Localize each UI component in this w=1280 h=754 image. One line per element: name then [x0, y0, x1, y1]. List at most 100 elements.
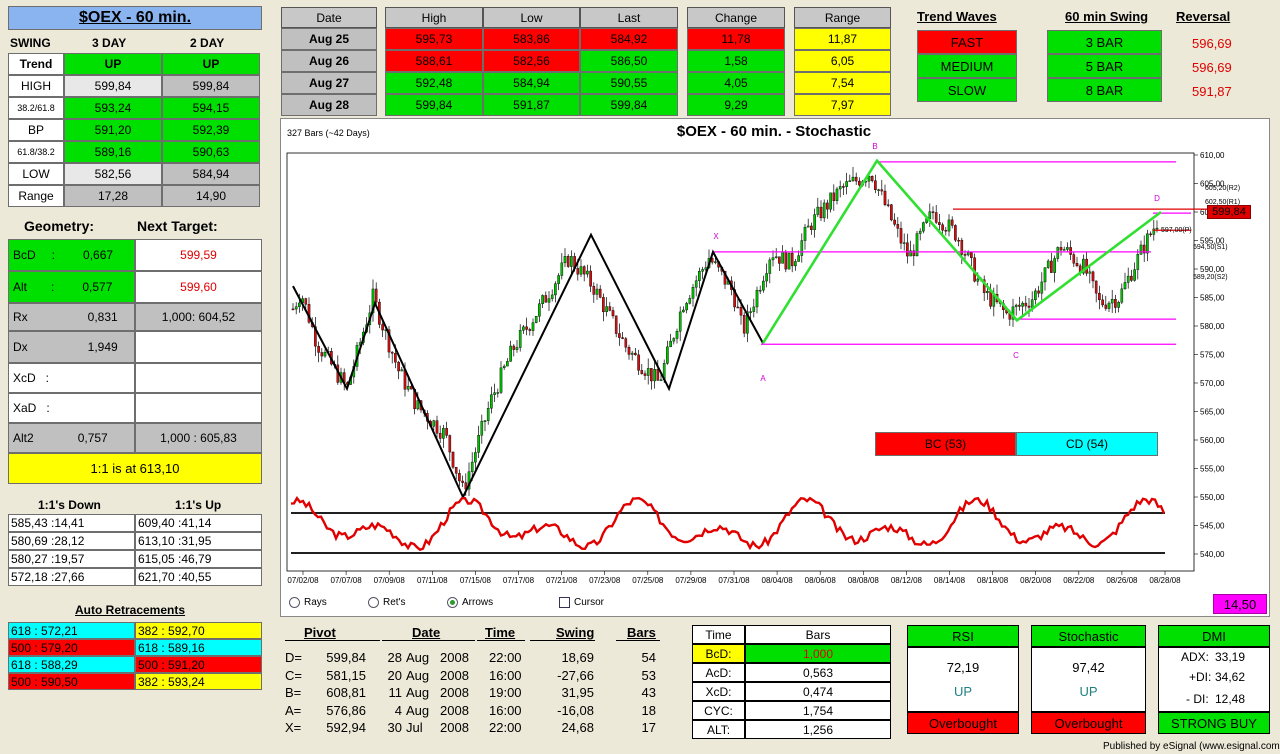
- dmi-pdi-value: 34,62: [1215, 670, 1246, 684]
- candle-down: [317, 345, 320, 353]
- candle-up: [509, 345, 512, 362]
- candle-up: [765, 273, 768, 282]
- ones-up-header: 1:1's Up: [175, 498, 222, 512]
- rsi-value: 72,19: [946, 659, 980, 675]
- daily-high: 588,61: [385, 50, 483, 72]
- ones-up-item: 615,05 :46,79: [135, 550, 262, 568]
- swing-618-3day: 589,16: [64, 141, 162, 163]
- daily-low: 582,56: [483, 50, 580, 72]
- pivot-cell-time: 22:00: [489, 650, 522, 665]
- retracement-item: 382 : 593,24: [135, 673, 262, 690]
- radio-icon: [368, 597, 379, 608]
- x-tick-label: 08/18/08: [977, 576, 1009, 585]
- candle-up: [294, 306, 298, 310]
- trend-wave-slow: SLOW: [917, 78, 1017, 102]
- swing-bp-2day: 592,39: [162, 119, 260, 141]
- candle-up: [1021, 302, 1024, 307]
- option-rays[interactable]: Rays: [289, 597, 327, 608]
- candle-down: [957, 239, 960, 242]
- pivot-date-header: Date: [412, 625, 441, 640]
- daily-change: 9,29: [687, 94, 785, 116]
- time-underline: [477, 640, 525, 641]
- candle-up: [918, 230, 922, 234]
- last-price-tag: 599,84: [1207, 205, 1251, 219]
- candle-up: [416, 400, 420, 410]
- pivot-header: Pivot: [304, 625, 336, 640]
- option-cursor[interactable]: Cursor: [559, 597, 604, 608]
- x-tick-label: 07/31/08: [718, 576, 750, 585]
- swing-row-label: 38.2/61.8: [8, 97, 64, 119]
- candle-down: [1024, 302, 1028, 307]
- dmi-mdi-label: - DI:: [1186, 692, 1209, 706]
- option-rets[interactable]: Ret's: [368, 597, 405, 608]
- candle-up: [570, 256, 573, 267]
- auto-retracements-header: Auto Retracements: [75, 603, 186, 617]
- symbol-title[interactable]: $OEX - 60 min.: [8, 6, 262, 30]
- candle-up: [915, 233, 919, 257]
- pivot-cell-bars: 17: [641, 720, 656, 735]
- ones-up-item: 621,70 :40,55: [135, 568, 262, 586]
- candle-up: [867, 175, 871, 182]
- pivot-cell-year: 2008: [440, 685, 469, 700]
- daily-change: 11,78: [687, 28, 785, 50]
- trend-waves-header: Trend Waves: [917, 9, 997, 24]
- pivot-underline: [285, 640, 380, 641]
- swing60-header: 60 min Swing: [1065, 9, 1149, 24]
- candle-down: [381, 324, 384, 331]
- swing-618-2day: 590,63: [162, 141, 260, 163]
- candle-up: [563, 256, 567, 264]
- x-tick-label: 07/15/08: [460, 576, 492, 585]
- candle-down: [598, 288, 602, 298]
- retracement-item: 500 : 579,20: [8, 639, 135, 656]
- candle-up: [653, 369, 656, 382]
- candle-up: [758, 289, 762, 292]
- candle-down: [931, 211, 935, 213]
- y-tick-label: 590,00: [1200, 265, 1225, 274]
- swing-underline: [530, 640, 595, 641]
- price-chart-panel[interactable]: 327 Bars (~42 Days) $OEX - 60 min. - Sto…: [280, 118, 1270, 617]
- swing-bp-3day: 591,20: [64, 119, 162, 141]
- candle-up: [371, 288, 375, 314]
- pivot-cell-swing: -27,66: [557, 667, 594, 683]
- candle-up: [474, 452, 477, 463]
- geometry-target-alt2: 1,000 : 605,83: [135, 423, 262, 453]
- candle-up: [490, 394, 493, 409]
- candle-up: [851, 176, 855, 181]
- time-row-value: 1,000: [745, 644, 891, 663]
- pivot-cell-bars: 43: [641, 685, 656, 700]
- candle-up: [1056, 247, 1060, 259]
- pivot-cell-label: C=: [285, 667, 302, 683]
- candle-up: [1126, 275, 1130, 283]
- candle-up: [557, 275, 560, 284]
- radio-icon: [289, 597, 300, 608]
- daily-date: Aug 26: [281, 50, 377, 72]
- candle-up: [813, 214, 816, 230]
- candle-up: [586, 270, 589, 275]
- candle-up: [1046, 260, 1050, 268]
- candle-down: [589, 270, 592, 287]
- price-chart-svg[interactable]: 327 Bars (~42 Days) $OEX - 60 min. - Sto…: [281, 119, 1271, 618]
- candle-up: [877, 189, 880, 191]
- dmi-status: STRONG BUY: [1158, 712, 1270, 734]
- candle-down: [291, 308, 295, 311]
- geometry-target-rx: 1,000: 604,52: [135, 303, 262, 331]
- pivot-cell-label: D=: [285, 650, 302, 665]
- candle-up: [506, 361, 509, 367]
- candle-up: [470, 461, 474, 472]
- option-arrows[interactable]: Arrows: [447, 597, 493, 608]
- daily-change: 1,58: [687, 50, 785, 72]
- swing-label: SWING: [10, 36, 51, 50]
- geometry-row-rx: Rx 0,831: [8, 303, 135, 331]
- reversal-value: 596,69: [1192, 60, 1232, 75]
- geometry-target-dx: [135, 331, 262, 363]
- candle-down: [650, 368, 653, 382]
- candle-down: [634, 352, 637, 356]
- reversal-value: 591,87: [1192, 84, 1232, 99]
- candle-down: [832, 192, 836, 201]
- candle-up: [922, 222, 925, 232]
- time-row-label: CYC:: [692, 701, 745, 720]
- candle-up: [1062, 249, 1066, 251]
- candle-down: [512, 345, 516, 350]
- candle-down: [736, 306, 740, 309]
- dmi-header: DMI: [1158, 625, 1270, 647]
